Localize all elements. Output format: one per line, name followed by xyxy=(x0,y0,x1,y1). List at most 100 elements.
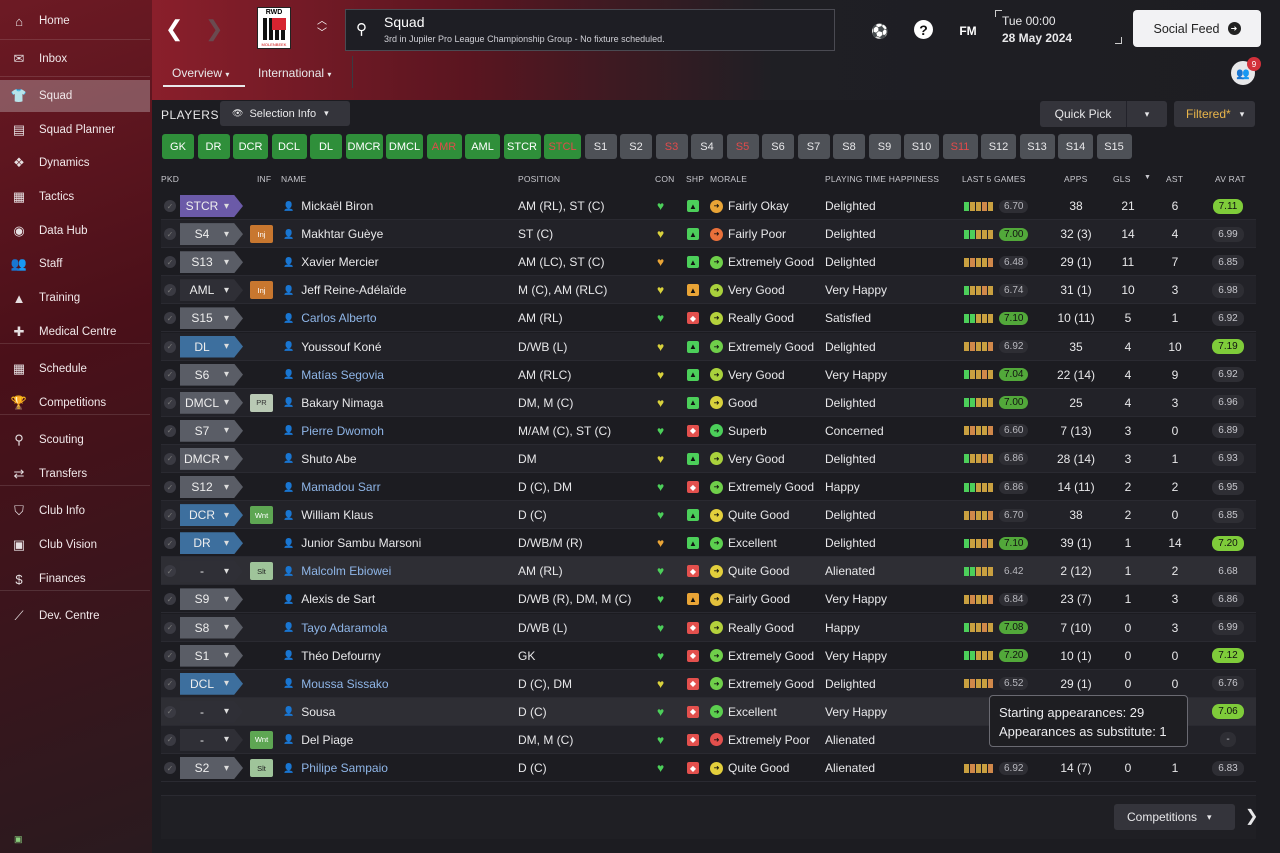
table-row[interactable]: ✓ S15 ▾ 👤 Carlos Alberto AM (RL) ♥ ◆ ➜ Really Goo… xyxy=(161,304,1256,333)
squad-position-selector[interactable]: DCL ▾ xyxy=(180,672,243,695)
selection-tick-icon[interactable]: ✓ xyxy=(164,228,176,241)
table-row[interactable]: ✓ AML ▾ Inj 👤 Jeff Reine-Adélaïde M (C), AM (R… xyxy=(161,276,1256,305)
club-switch-chevrons-icon[interactable]: ︿ ﹀ xyxy=(317,16,327,39)
selection-info-button[interactable]: 👁 Selection Info ▾ xyxy=(220,101,350,126)
position-filter-stcl[interactable]: STCL xyxy=(544,134,581,159)
status-badge[interactable]: Inj xyxy=(250,281,273,300)
squad-position-selector[interactable]: S8 ▾ xyxy=(180,616,243,639)
appearances[interactable]: 10 (11) xyxy=(1057,311,1095,326)
appearances[interactable]: 38 xyxy=(1069,199,1083,213)
player-name[interactable]: Sousa xyxy=(301,704,336,719)
position-filter-dmcl[interactable]: DMCL xyxy=(386,134,423,159)
status-badge[interactable]: Inj xyxy=(250,225,273,244)
position-filter-s3[interactable]: S3 xyxy=(655,134,688,159)
selection-tick-icon[interactable]: ✓ xyxy=(164,649,176,662)
player-name[interactable]: Pierre Dwomoh xyxy=(301,423,384,438)
player-name-cell[interactable]: 👤 Jeff Reine-Adélaïde xyxy=(283,276,406,304)
table-row[interactable]: ✓ DCR ▾ Wnt 👤 William Klaus D (C) ♥ ▲ ➜ Quite Good… xyxy=(161,501,1256,530)
position-filter-dcr[interactable]: DCR xyxy=(233,134,268,159)
selection-tick-icon[interactable]: ✓ xyxy=(164,509,176,522)
appearances[interactable]: 29 (1) xyxy=(1060,676,1092,691)
sidebar-item-squad[interactable]: 👕 Squad xyxy=(0,80,150,112)
position-filter-dmcr[interactable]: DMCR xyxy=(345,134,383,159)
chevron-right-icon[interactable]: ❯ xyxy=(1245,808,1259,825)
sidebar-item-club-info[interactable]: ⛉ Club Info xyxy=(0,495,150,527)
col-header-con[interactable]: CON xyxy=(655,174,675,184)
table-row[interactable]: ✓ S4 ▾ Inj 👤 Makhtar Guèye ST (C) ♥ ▲ ➜ Fairly Poo… xyxy=(161,220,1256,249)
table-row[interactable]: ✓ DCL ▾ 👤 Moussa Sissako D (C), DM ♥ ◆ ➜ Extremel… xyxy=(161,669,1256,698)
table-row[interactable]: ✓ S8 ▾ 👤 Tayo Adaramola D/WB (L) ♥ ◆ ➜ Really Goo… xyxy=(161,613,1256,642)
player-name-cell[interactable]: 👤 Alexis de Sart xyxy=(283,585,375,613)
appearances[interactable]: 35 xyxy=(1069,339,1083,354)
squad-position-selector[interactable]: - ▾ xyxy=(180,700,243,723)
table-row[interactable]: ✓ - ▾ Slt 👤 Malcolm Ebiowei AM (RL) ♥ ◆ ➜ Quite Go… xyxy=(161,557,1256,586)
sidebar-item-tactics[interactable]: ▦ Tactics xyxy=(0,181,150,213)
fm-menu-icon[interactable]: FM xyxy=(959,24,977,38)
player-name[interactable]: Bakary Nimaga xyxy=(301,395,384,410)
player-name-cell[interactable]: 👤 Tayo Adaramola xyxy=(283,614,387,642)
position-filter-s12[interactable]: S12 xyxy=(981,134,1016,159)
player-name[interactable]: Tayo Adaramola xyxy=(301,620,388,635)
squad-position-selector[interactable]: S15 ▾ xyxy=(180,307,243,330)
selection-tick-icon[interactable]: ✓ xyxy=(164,481,176,493)
col-header-position[interactable]: POSITION xyxy=(518,174,561,184)
player-name-cell[interactable]: 👤 Makhtar Guèye xyxy=(283,220,383,248)
sidebar-item-squad-planner[interactable]: ▤ Squad Planner xyxy=(0,114,150,146)
player-name-cell[interactable]: 👤 Moussa Sissako xyxy=(283,670,389,698)
player-name-cell[interactable]: 👤 Bakary Nimaga xyxy=(283,389,383,417)
position-filter-s15[interactable]: S15 xyxy=(1096,134,1132,159)
position-filter-dl[interactable]: DL xyxy=(310,134,342,159)
club-crest-icon[interactable]: ⚽ xyxy=(871,22,889,39)
col-header-shp[interactable]: SHP xyxy=(686,174,705,184)
position-filter-s6[interactable]: S6 xyxy=(762,134,794,159)
player-name-cell[interactable]: 👤 Shuto Abe xyxy=(283,445,357,473)
table-row[interactable]: ✓ S2 ▾ Slt 👤 Philipe Sampaio D (C) ♥ ◆ ➜ Quite Goo… xyxy=(161,754,1256,782)
position-filter-stcr[interactable]: STCR xyxy=(503,134,541,159)
selection-tick-icon[interactable]: ✓ xyxy=(164,565,176,578)
player-name-cell[interactable]: 👤 Youssouf Koné xyxy=(283,333,382,361)
selection-tick-icon[interactable]: ✓ xyxy=(164,424,176,437)
sidebar-item-dynamics[interactable]: ❖ Dynamics xyxy=(0,147,150,179)
table-row[interactable]: ✓ DR ▾ 👤 Junior Sambu Marsoni D/WB/M (R) ♥ ▲ ➜ Ex… xyxy=(161,529,1256,558)
player-name[interactable]: Alexis de Sart xyxy=(301,592,376,607)
table-row[interactable]: ✓ DMCL ▾ PR 👤 Bakary Nimaga DM, M (C) ♥ ▲ ➜ Good De… xyxy=(161,388,1256,417)
position-filter-amr[interactable]: AMR xyxy=(426,134,462,159)
appearances[interactable]: 14 (7) xyxy=(1060,761,1092,775)
position-filter-s4[interactable]: S4 xyxy=(691,134,723,159)
filter-dropdown[interactable]: Filtered* ▾ xyxy=(1174,101,1255,127)
sidebar-item-schedule[interactable]: ▦ Schedule xyxy=(0,353,150,385)
table-row[interactable]: ✓ S6 ▾ 👤 Matías Segovia AM (RLC) ♥ ▲ ➜ Very Good V… xyxy=(161,361,1256,389)
sidebar-item-staff[interactable]: 👥 Staff xyxy=(0,248,150,280)
status-badge[interactable]: Wnt xyxy=(250,506,273,525)
player-name-cell[interactable]: 👤 Théo Defourny xyxy=(283,642,381,670)
position-filter-s13[interactable]: S13 xyxy=(1019,134,1055,159)
selection-tick-icon[interactable]: ✓ xyxy=(164,733,176,746)
forward-arrow-icon[interactable]: ❯ xyxy=(205,16,224,41)
sidebar-item-competitions[interactable]: 🏆 Competitions xyxy=(0,387,150,419)
player-name[interactable]: Del Piage xyxy=(301,732,354,747)
table-row[interactable]: ✓ S7 ▾ 👤 Pierre Dwomoh M/AM (C), ST (C) ♥ ◆ ➜ Sup… xyxy=(161,417,1256,445)
competitions-dropdown[interactable]: Competitions ▾ xyxy=(1114,804,1235,830)
table-row[interactable]: ✓ S13 ▾ 👤 Xavier Mercier AM (LC), ST (C) ♥ ▲ ➜ Ex… xyxy=(161,248,1256,277)
squad-position-selector[interactable]: AML ▾ xyxy=(180,279,243,302)
game-date[interactable]: Tue 00:00 28 May 2024 xyxy=(1002,13,1072,47)
appearances[interactable]: 7 (13) xyxy=(1060,423,1092,438)
player-name-cell[interactable]: 👤 Mamadou Sarr xyxy=(283,473,381,501)
squad-position-selector[interactable]: S2 ▾ xyxy=(180,757,243,779)
appearances[interactable]: 39 (1) xyxy=(1060,536,1092,551)
player-name[interactable]: Moussa Sissako xyxy=(301,676,389,691)
tab-overview[interactable]: Overview ▾ xyxy=(172,66,229,80)
player-name-cell[interactable]: 👤 William Klaus xyxy=(283,501,373,529)
player-name[interactable]: Matías Segovia xyxy=(301,367,384,382)
appearances[interactable]: 7 (10) xyxy=(1060,620,1092,635)
player-name[interactable]: Shuto Abe xyxy=(301,451,357,466)
player-name-cell[interactable]: 👤 Junior Sambu Marsoni xyxy=(283,529,421,557)
squad-position-selector[interactable]: S13 ▾ xyxy=(180,251,243,274)
player-name-cell[interactable]: 👤 Philipe Sampaio xyxy=(283,754,388,782)
col-header-playing-time[interactable]: PLAYING TIME HAPPINESS xyxy=(825,174,940,184)
sidebar-item-scouting[interactable]: ⚲ Scouting xyxy=(0,424,150,456)
squad-position-selector[interactable]: DCR ▾ xyxy=(180,504,243,527)
appearances[interactable]: 38 xyxy=(1069,508,1083,523)
sidebar-item-finances[interactable]: $ Finances xyxy=(0,563,150,595)
selection-tick-icon[interactable]: ✓ xyxy=(164,677,176,690)
